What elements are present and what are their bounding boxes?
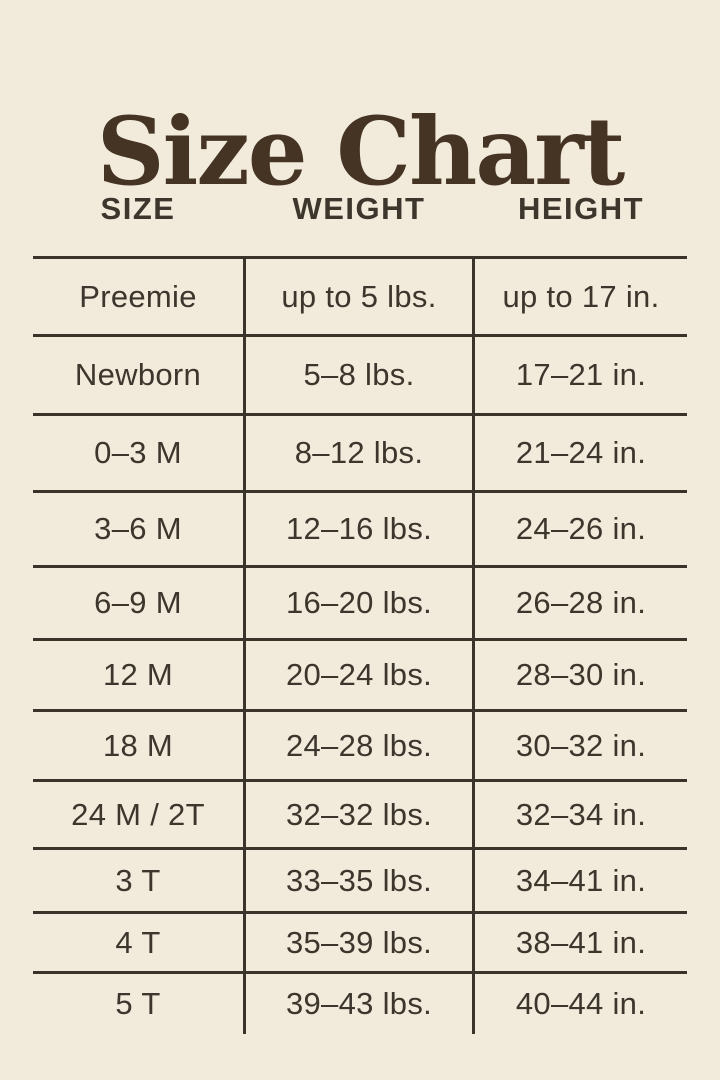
height-cell: 28–30 in. <box>515 657 647 692</box>
weight-cell: 39–43 lbs. <box>243 974 475 1034</box>
size-cell: 6–9 M <box>94 585 182 620</box>
size-cell: Preemie <box>79 278 197 314</box>
table-row: Preemie up to 5 lbs. up to 17 in. <box>33 256 687 334</box>
size-cell: 24 M / 2T <box>71 796 205 832</box>
weight-cell: 5–8 lbs. <box>243 337 475 413</box>
size-cell: 4 T <box>115 924 161 960</box>
weight-cell: 33–35 lbs. <box>243 850 475 911</box>
weight-cell: 32–32 lbs. <box>243 782 475 847</box>
table-row: Newborn 5–8 lbs. 17–21 in. <box>33 334 687 413</box>
column-header-height: HEIGHT <box>517 191 645 226</box>
height-cell: 38–41 in. <box>515 924 647 960</box>
size-cell: 5 T <box>115 986 161 1021</box>
weight-cell: up to 5 lbs. <box>243 259 475 334</box>
height-cell: 34–41 in. <box>515 862 647 898</box>
table-header-row: SIZE WEIGHT HEIGHT <box>33 191 687 227</box>
size-cell: Newborn <box>74 357 202 392</box>
weight-cell: 24–28 lbs. <box>243 712 475 779</box>
height-cell: 21–24 in. <box>515 435 647 470</box>
table-row: 12 M 20–24 lbs. 28–30 in. <box>33 638 687 709</box>
height-cell: 17–21 in. <box>515 357 647 392</box>
size-cell: 12 M <box>102 657 174 692</box>
table-row: 3 T 33–35 lbs. 34–41 in. <box>33 847 687 911</box>
size-chart-table: Preemie up to 5 lbs. up to 17 in. Newbor… <box>33 256 687 1034</box>
size-cell: 3–6 M <box>94 511 182 546</box>
size-cell: 3 T <box>115 862 161 898</box>
height-cell: 40–44 in. <box>515 986 647 1021</box>
table-row: 0–3 M 8–12 lbs. 21–24 in. <box>33 413 687 490</box>
height-cell: 24–26 in. <box>515 511 647 546</box>
page-title: Size Chart <box>96 96 626 207</box>
weight-cell: 20–24 lbs. <box>243 641 475 709</box>
height-cell: 26–28 in. <box>515 585 647 620</box>
height-cell: 30–32 in. <box>515 727 647 763</box>
height-cell: up to 17 in. <box>502 278 660 314</box>
weight-cell: 35–39 lbs. <box>243 914 475 971</box>
table-row: 6–9 M 16–20 lbs. 26–28 in. <box>33 565 687 638</box>
size-cell: 0–3 M <box>94 435 182 470</box>
size-cell: 18 M <box>102 727 174 763</box>
table-row: 3–6 M 12–16 lbs. 24–26 in. <box>33 490 687 565</box>
table-row: 5 T 39–43 lbs. 40–44 in. <box>33 971 687 1034</box>
column-header-size: SIZE <box>100 191 176 226</box>
weight-cell: 12–16 lbs. <box>243 493 475 565</box>
weight-cell: 16–20 lbs. <box>243 568 475 638</box>
table-row: 18 M 24–28 lbs. 30–32 in. <box>33 709 687 779</box>
weight-cell: 8–12 lbs. <box>243 416 475 490</box>
table-row: 4 T 35–39 lbs. 38–41 in. <box>33 911 687 971</box>
table-row: 24 M / 2T 32–32 lbs. 32–34 in. <box>33 779 687 847</box>
column-header-weight: WEIGHT <box>292 191 426 226</box>
height-cell: 32–34 in. <box>515 796 647 832</box>
